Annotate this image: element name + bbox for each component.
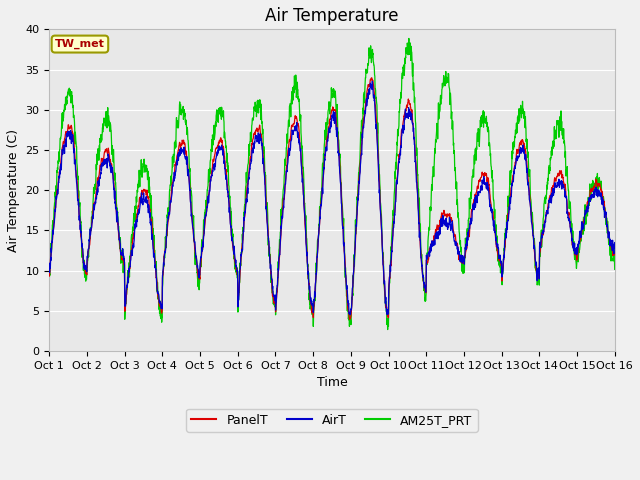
AM25T_PRT (203, 193, 211, 199)
Line: AM25T_PRT: AM25T_PRT (49, 38, 614, 330)
Legend: PanelT, AirT, AM25T_PRT: PanelT, AirT, AM25T_PRT (186, 409, 477, 432)
PanelT (45, 273, 53, 279)
AM25T_PRT (361, 100, 369, 106)
Y-axis label: Air Temperature (C): Air Temperature (C) (7, 129, 20, 252)
PanelT (203, 203, 211, 209)
AirT (577, 235, 585, 240)
Line: AirT: AirT (49, 81, 614, 314)
PanelT (349, 287, 356, 292)
AirT (349, 285, 356, 290)
Title: Air Temperature: Air Temperature (265, 7, 399, 25)
AirT (561, 189, 569, 194)
AirT (369, 78, 376, 84)
AirT (346, 312, 354, 317)
AM25T_PRT (611, 266, 618, 272)
AM25T_PRT (45, 276, 53, 281)
AM25T_PRT (384, 327, 392, 333)
Line: PanelT: PanelT (49, 78, 614, 319)
PanelT (561, 183, 569, 189)
AM25T_PRT (577, 239, 585, 244)
AM25T_PRT (497, 261, 504, 266)
PanelT (497, 259, 504, 264)
PanelT (577, 233, 585, 239)
AirT (611, 240, 618, 245)
AirT (497, 258, 504, 264)
AirT (45, 268, 53, 274)
AM25T_PRT (348, 296, 356, 302)
AirT (203, 204, 211, 210)
PanelT (611, 252, 618, 258)
Text: TW_met: TW_met (55, 39, 105, 49)
PanelT (361, 108, 369, 114)
AirT (361, 112, 369, 118)
PanelT (346, 316, 353, 322)
PanelT (367, 75, 375, 81)
X-axis label: Time: Time (317, 376, 348, 389)
AM25T_PRT (405, 36, 413, 41)
AM25T_PRT (561, 155, 569, 160)
